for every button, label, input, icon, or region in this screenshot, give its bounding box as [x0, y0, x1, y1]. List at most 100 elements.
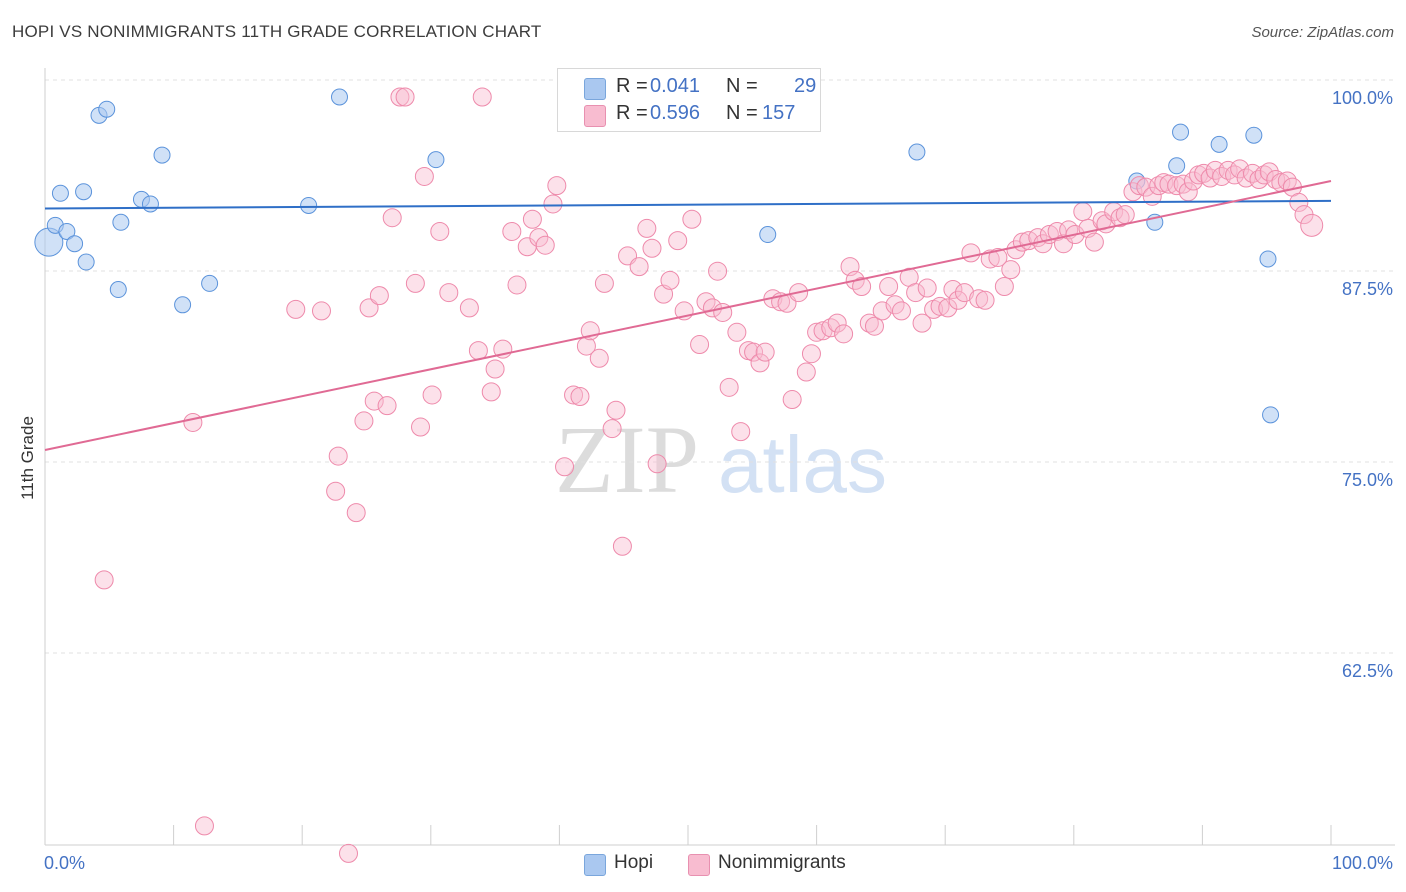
hopi-point	[1172, 123, 1190, 141]
hopi-point	[330, 88, 348, 106]
chart-title: HOPI VS NONIMMIGRANTS 11TH GRADE CORRELA…	[12, 22, 542, 41]
r-label: R =	[616, 102, 648, 124]
hopi-point	[1168, 157, 1186, 175]
hopi-point	[427, 151, 445, 169]
nonimmigrants-swatch	[688, 854, 710, 876]
hopi-point	[1210, 135, 1228, 153]
nonimmigrants-point	[183, 412, 203, 432]
nonimmigrants-point	[481, 382, 501, 402]
nonimmigrants-point	[1084, 232, 1104, 252]
nonimmigrants-point	[472, 87, 492, 107]
nonimmigrants-point	[338, 843, 358, 863]
nonimmigrants-point	[1254, 165, 1274, 185]
tick-labels: 100.0% 87.5% 75.0% 62.5% 0.0% 100.0%	[44, 88, 1393, 873]
nonimmigrants-point	[405, 273, 425, 293]
nonimmigrants-point	[564, 385, 584, 405]
nonimmigrants-point	[326, 481, 346, 501]
nonimmigrants-point	[1159, 174, 1179, 194]
hopi-point	[75, 183, 93, 201]
nonimmigrants-point	[948, 290, 968, 310]
n-value: 157	[762, 102, 796, 124]
stats-box: R = 0.041 N = 29 R = 0.596 N = 157	[557, 68, 821, 132]
hopi-point	[51, 184, 69, 202]
r-label: R =	[616, 75, 648, 97]
nonimmigrants-point	[328, 446, 348, 466]
nonimmigrants-point	[570, 386, 590, 406]
nonimmigrants-point	[864, 316, 884, 336]
nonimmigrants-point	[943, 280, 963, 300]
hopi-point	[1259, 250, 1277, 268]
nonimmigrants-point	[852, 276, 872, 296]
hopi-trend-line	[44, 199, 1332, 210]
x-tick-label: 0.0%	[44, 853, 85, 873]
hopi-point	[201, 274, 219, 292]
nonimmigrants-point	[980, 249, 1000, 269]
nonimmigrants-point	[430, 221, 450, 241]
nonimmigrants-point	[629, 257, 649, 277]
nonimmigrants-point	[1142, 186, 1162, 206]
nonimmigrants-point	[502, 221, 522, 241]
nonimmigrants-point	[969, 289, 989, 309]
x-tick-label: 100.0%	[1332, 853, 1393, 873]
hopi-point	[112, 213, 130, 231]
y-tick-label: 100.0%	[1332, 88, 1393, 108]
nonimmigrants-point	[594, 273, 614, 293]
hopi-swatch	[584, 854, 606, 876]
nonimmigrants-point	[364, 391, 384, 411]
nonimmigrants-point	[1300, 213, 1324, 237]
nonimmigrants-point	[346, 503, 366, 523]
nonimmigrants-point	[359, 298, 379, 318]
nonimmigrants-point	[834, 324, 854, 344]
r-value: 0.041	[650, 75, 701, 97]
y-tick-label: 87.5%	[1342, 279, 1393, 299]
nonimmigrants-point	[719, 377, 739, 397]
nonimmigrants-point	[917, 278, 937, 298]
hopi-point	[908, 143, 926, 161]
data-points	[34, 87, 1324, 863]
nonimmigrants-point	[1183, 171, 1203, 191]
nonimmigrants-point	[988, 247, 1008, 267]
nonimmigrants-point	[801, 344, 821, 364]
nonimmigrants-point	[690, 335, 710, 355]
hopi-point	[66, 235, 84, 253]
nonimmigrants-point	[975, 290, 995, 310]
nonimmigrants-point	[606, 400, 626, 420]
nonimmigrants-point	[589, 348, 609, 368]
nonimmigrants-point	[612, 536, 632, 556]
nonimmigrants-point	[194, 816, 214, 836]
nonimmigrants-swatch	[584, 105, 606, 127]
n-label: N =	[726, 75, 758, 97]
nonimmigrants-point	[468, 341, 488, 361]
nonimmigrants-point	[1289, 192, 1309, 212]
nonimmigrants-point	[529, 228, 549, 248]
hopi-point	[141, 195, 159, 213]
nonimmigrants-point	[543, 194, 563, 214]
nonimmigrants-point	[354, 411, 374, 431]
y-axis-label: 11th Grade	[18, 416, 37, 500]
nonimmigrants-point	[912, 313, 932, 333]
nonimmigrants-point	[411, 417, 431, 437]
watermark: ZIP atlas	[555, 406, 887, 513]
nonimmigrants-point	[906, 283, 926, 303]
hopi-point	[300, 196, 318, 214]
nonimmigrants-point	[1073, 202, 1093, 222]
hopi-point	[153, 146, 171, 164]
nonimmigrants-point	[1230, 159, 1250, 179]
axes	[44, 68, 1395, 846]
nonimmigrants-point	[755, 342, 775, 362]
legend-label: Hopi	[614, 852, 654, 873]
nonimmigrants-point	[859, 313, 879, 333]
hopi-point	[1262, 406, 1280, 424]
nonimmigrants-point	[1001, 260, 1021, 280]
nonimmigrants-point	[731, 422, 751, 442]
nonimmigrants-point	[930, 296, 950, 316]
nonimmigrants-point	[602, 419, 622, 439]
nonimmigrants-point	[535, 235, 555, 255]
nonimmigrants-point	[827, 313, 847, 333]
nonimmigrants-point	[286, 299, 306, 319]
nonimmigrants-point	[954, 283, 974, 303]
nonimmigrants-point	[485, 359, 505, 379]
y-tick-label: 75.0%	[1342, 470, 1393, 490]
nonimmigrants-point	[369, 286, 389, 306]
nonimmigrants-point	[642, 238, 662, 258]
